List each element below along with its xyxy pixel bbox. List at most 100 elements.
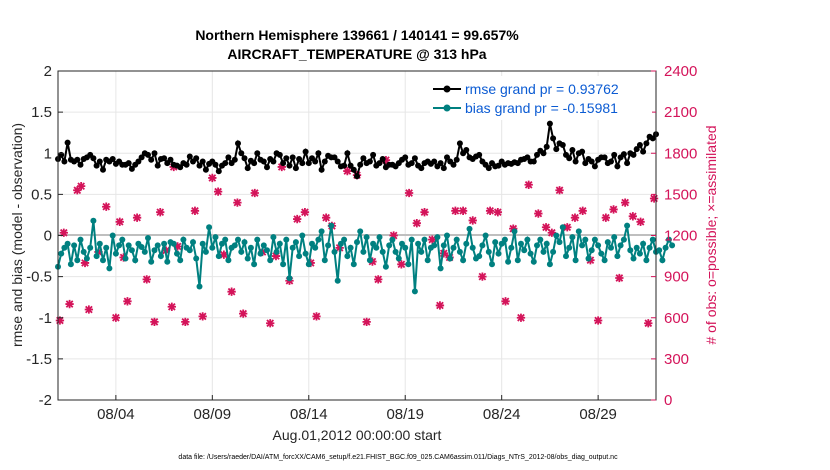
bias-point bbox=[543, 240, 550, 247]
bias-point bbox=[96, 240, 103, 247]
bias-point bbox=[164, 258, 171, 265]
bias-point bbox=[456, 248, 463, 255]
bias-point bbox=[305, 261, 312, 268]
obs-count-marker bbox=[389, 231, 398, 240]
bias-point bbox=[505, 258, 512, 265]
x-tick-label: 08/29 bbox=[579, 406, 617, 423]
obs-count-marker bbox=[208, 173, 217, 183]
rmse-point bbox=[77, 161, 84, 168]
obs-count-marker bbox=[219, 250, 229, 259]
left-tick-label: 1.5 bbox=[31, 104, 52, 121]
legend-box bbox=[430, 76, 652, 120]
bias-point bbox=[405, 261, 412, 268]
bias-point bbox=[90, 217, 97, 224]
rmse-point bbox=[608, 158, 614, 165]
rmse-point bbox=[450, 161, 457, 168]
bias-point bbox=[575, 228, 582, 235]
rmse-point bbox=[202, 166, 209, 173]
obs-count-marker bbox=[132, 213, 142, 222]
bias-point bbox=[556, 239, 563, 246]
bias-point bbox=[289, 244, 296, 251]
bias-point bbox=[649, 236, 656, 243]
obs-count-marker bbox=[181, 317, 190, 327]
bias-point bbox=[450, 244, 457, 251]
obs-count-marker bbox=[412, 219, 421, 228]
bias-point bbox=[418, 248, 425, 255]
obs-count-marker bbox=[547, 228, 556, 237]
rmse-point bbox=[402, 154, 409, 161]
rmse-point bbox=[633, 146, 640, 153]
rmse-point bbox=[154, 162, 161, 169]
obs-count-marker bbox=[615, 273, 624, 283]
bias-point bbox=[546, 261, 553, 268]
bias-point bbox=[235, 236, 241, 243]
rmse-point bbox=[302, 148, 309, 155]
y-axis-label-right: # of obs: o=possible; ×=assimilated bbox=[703, 125, 719, 344]
right-tick-label: 2400 bbox=[664, 63, 697, 80]
bias-point bbox=[132, 257, 139, 264]
bias-point bbox=[508, 244, 515, 251]
obs-count-marker bbox=[156, 208, 165, 217]
bias-point bbox=[402, 244, 409, 251]
obs-count-marker bbox=[516, 313, 526, 322]
right-tick-label: 300 bbox=[664, 351, 689, 368]
bias-point bbox=[659, 257, 666, 264]
bias-point bbox=[511, 228, 518, 235]
bias-point bbox=[611, 234, 618, 241]
bias-point bbox=[321, 257, 328, 264]
bias-point bbox=[656, 247, 663, 254]
bias-point bbox=[434, 234, 441, 241]
rmse-point bbox=[553, 146, 560, 153]
bias-point bbox=[116, 242, 123, 249]
rmse-point bbox=[463, 147, 470, 153]
bias-point bbox=[128, 247, 135, 254]
obs-count-marker bbox=[65, 299, 74, 309]
rmse-point bbox=[485, 165, 492, 172]
rmse-point bbox=[183, 161, 190, 168]
bias-point bbox=[421, 236, 428, 243]
rmse-point bbox=[344, 150, 351, 157]
bias-point bbox=[225, 257, 232, 264]
bias-point bbox=[309, 240, 315, 247]
rmse-point bbox=[334, 158, 341, 165]
x-axis-label: Aug.01,2012 00:00:00 start bbox=[273, 427, 442, 443]
bias-point bbox=[276, 240, 283, 247]
rmse-point bbox=[100, 166, 106, 173]
bias-point bbox=[215, 253, 222, 260]
bias-point bbox=[482, 232, 489, 239]
bias-point bbox=[582, 236, 589, 243]
rmse-point bbox=[354, 173, 360, 180]
right-tick-label: 1200 bbox=[664, 228, 697, 245]
bias-point bbox=[524, 236, 531, 243]
bias-point bbox=[312, 244, 319, 251]
bias-point bbox=[241, 239, 248, 246]
rmse-point bbox=[540, 150, 547, 157]
bias-point bbox=[170, 240, 177, 247]
bias-point bbox=[495, 250, 502, 257]
rmse-point bbox=[524, 154, 531, 161]
rmse-point bbox=[331, 154, 338, 161]
bias-point bbox=[598, 250, 605, 257]
bias-point bbox=[292, 239, 299, 246]
obs-count-marker bbox=[115, 217, 124, 226]
left-tick-label: -1 bbox=[39, 310, 52, 327]
obs-count-marker bbox=[601, 213, 611, 222]
bias-point bbox=[453, 236, 460, 243]
bias-point bbox=[341, 236, 348, 243]
bias-point bbox=[463, 240, 470, 247]
bias-point bbox=[624, 222, 631, 229]
bias-point bbox=[193, 255, 200, 262]
rmse-point bbox=[199, 158, 206, 165]
bias-point bbox=[633, 244, 640, 251]
rmse-point bbox=[148, 156, 155, 163]
rmse-point bbox=[582, 160, 589, 167]
bias-point bbox=[440, 242, 447, 249]
bias-point bbox=[264, 247, 270, 254]
bias-point bbox=[591, 236, 598, 243]
bias-point bbox=[408, 236, 415, 243]
rmse-point bbox=[276, 151, 283, 158]
bias-point bbox=[392, 248, 399, 255]
obs-count-marker bbox=[300, 208, 310, 217]
bias-point bbox=[354, 239, 360, 246]
bias-point bbox=[231, 242, 238, 249]
